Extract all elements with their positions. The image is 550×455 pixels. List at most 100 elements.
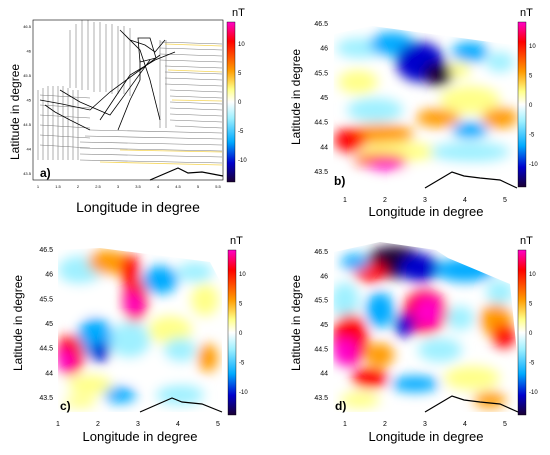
xtick-label: 5 xyxy=(503,421,507,428)
colorbar-d-bar xyxy=(517,249,527,416)
xtick-label: 3 xyxy=(423,197,427,204)
ytick-label: 44.5 xyxy=(314,346,328,353)
colorbar-tick-label: 5 xyxy=(529,74,533,80)
colorbar-tick-label: 5 xyxy=(238,71,242,77)
colorbar-tick-label: 5 xyxy=(239,302,243,308)
ytick-label: 46.5 xyxy=(23,24,32,29)
ytick-label: 43.5 xyxy=(39,395,53,402)
xtick-label: 4 xyxy=(463,421,467,428)
ytick-label: 45.5 xyxy=(23,73,32,78)
ytick-label: 45.5 xyxy=(314,298,328,305)
colorbar-c: nT 10 5 0 -5 -10 xyxy=(227,235,248,416)
ytick-label: 45 xyxy=(320,95,328,102)
colorbar-a-title: nT xyxy=(232,7,245,19)
panel-d-coastline xyxy=(424,395,519,413)
panel-c-xticks: 1 2 3 4 5 xyxy=(56,421,220,428)
colorbar-tick-label: -10 xyxy=(529,390,538,396)
ytick-label: 44 xyxy=(320,144,328,151)
colorbar-tick-label: 0 xyxy=(529,103,533,109)
xtick-label: 1.5 xyxy=(55,184,61,189)
xtick-label: 3 xyxy=(117,184,120,189)
panel-a-plot-area xyxy=(33,20,223,180)
colorbar-tick-label: 10 xyxy=(529,44,536,50)
survey-lines-highlight xyxy=(99,43,223,166)
panel-d-xticks: 1 2 3 4 5 xyxy=(343,421,507,428)
colorbar-b-title: nT xyxy=(520,7,533,19)
colorbar-d-title: nT xyxy=(520,235,533,247)
ytick-label: 45.5 xyxy=(314,70,328,77)
panel-d-anomaly-field xyxy=(333,242,523,412)
colorbar-c-bar xyxy=(227,249,237,416)
xtick-label: 1 xyxy=(343,197,347,204)
panel-b-anomaly-field xyxy=(333,26,523,188)
xtick-label: 4 xyxy=(463,197,467,204)
ytick-label: 45.5 xyxy=(39,296,53,303)
xtick-label: 2.5 xyxy=(95,184,101,189)
ytick-label: 44.5 xyxy=(23,122,32,127)
ytick-label: 46 xyxy=(27,49,32,54)
colorbar-tick-label: -10 xyxy=(238,158,247,164)
panel-c-xlabel: Longitude in degree xyxy=(83,429,198,444)
survey-flight-lines xyxy=(37,20,223,164)
xtick-label: 3 xyxy=(423,421,427,428)
panel-b-xticks: 1 2 3 4 5 xyxy=(343,197,507,204)
xtick-label: 4 xyxy=(157,184,160,189)
colorbar-b-ticks: 10 5 0 -5 -10 xyxy=(529,44,538,168)
xtick-label: 3 xyxy=(136,421,140,428)
ytick-label: 46 xyxy=(45,272,53,279)
colorbar-d-ticks: 10 5 0 -5 -10 xyxy=(529,272,538,396)
ytick-label: 43.5 xyxy=(314,169,328,176)
panel-a-ylabel: Latitude in degree xyxy=(8,64,22,160)
colorbar-tick-label: -5 xyxy=(239,361,245,367)
panel-d-label: d) xyxy=(335,399,346,413)
xtick-label: 3.5 xyxy=(135,184,141,189)
xtick-label: 5 xyxy=(197,184,200,189)
panel-b-label: b) xyxy=(334,174,345,188)
ytick-label: 46.5 xyxy=(314,21,328,28)
colorbar-tick-label: 10 xyxy=(238,42,245,48)
colorbar-tick-label: -10 xyxy=(239,390,248,396)
ytick-label: 46.5 xyxy=(314,249,328,256)
panel-c-yticks: 46.5 46 45.5 45 44.5 44 43.5 xyxy=(39,247,53,402)
xtick-label: 5.5 xyxy=(215,184,221,189)
colorbar-c-title: nT xyxy=(230,235,243,247)
colorbar-tick-label: -10 xyxy=(529,162,538,168)
ytick-label: 44 xyxy=(45,370,53,377)
ytick-label: 46.5 xyxy=(39,247,53,254)
colorbar-b-bar xyxy=(517,21,527,188)
xtick-label: 5 xyxy=(503,197,507,204)
colorbar-tick-label: 5 xyxy=(529,302,533,308)
ytick-label: 43.5 xyxy=(23,171,32,176)
ytick-label: 44.5 xyxy=(39,346,53,353)
panel-d-yticks: 46.5 46 45.5 45 44.5 44 43.5 xyxy=(314,249,328,402)
colorbar-tick-label: -5 xyxy=(529,133,535,139)
colorbar-a-bar xyxy=(226,21,236,183)
ytick-label: 44 xyxy=(320,371,328,378)
ytick-label: 44.5 xyxy=(314,120,328,127)
panel-a-coastline xyxy=(149,167,224,181)
ytick-label: 46 xyxy=(320,273,328,280)
xtick-label: 1 xyxy=(56,421,60,428)
colorbar-tick-label: -5 xyxy=(238,129,244,135)
xtick-label: 1 xyxy=(343,421,347,428)
xtick-label: 4.5 xyxy=(175,184,181,189)
xtick-label: 2 xyxy=(77,184,80,189)
ytick-label: 46 xyxy=(320,46,328,53)
panel-b-yticks: 46.5 46 45.5 45 44.5 44 43.5 xyxy=(314,21,328,176)
xtick-label: 4 xyxy=(176,421,180,428)
xtick-label: 2 xyxy=(96,421,100,428)
xtick-label: 5 xyxy=(216,421,220,428)
xtick-label: 1 xyxy=(37,184,40,189)
colorbar-a-ticks: 10 5 0 -5 -10 xyxy=(238,42,247,164)
colorbar-tick-label: 0 xyxy=(239,331,243,337)
panel-c-label: c) xyxy=(60,399,71,413)
colorbar-b: nT 10 5 0 -5 -10 xyxy=(517,7,538,188)
panel-a-yticks: 46.5 46 45.5 45 44.5 44 43.5 xyxy=(23,24,32,176)
panel-b-xlabel: Longitude in degree xyxy=(369,204,484,219)
survey-tie-lines xyxy=(39,29,176,131)
